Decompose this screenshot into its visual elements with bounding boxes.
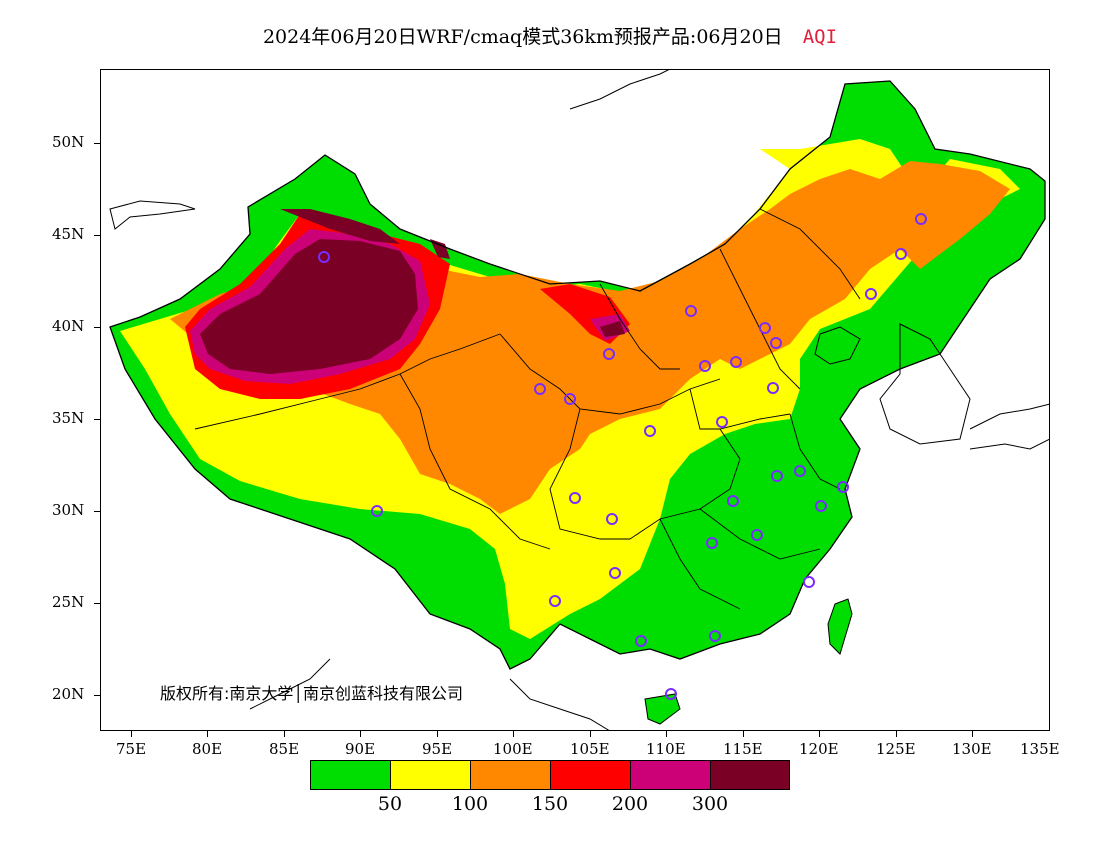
- lon-label-80e: 80E: [192, 740, 223, 758]
- station-marker: [865, 288, 877, 300]
- legend-label-150: 150: [531, 793, 569, 815]
- station-marker: [371, 505, 383, 517]
- lat-label-25n: 25N: [52, 593, 85, 611]
- map-title: 2024年06月20日WRF/cmaq模式36km预报产品:06月20日 AQI: [0, 22, 1100, 49]
- station-marker: [534, 383, 546, 395]
- lon-label-90e: 90E: [345, 740, 376, 758]
- legend-swatch-green: [310, 760, 391, 790]
- station-marker: [815, 500, 827, 512]
- station-marker: [709, 630, 721, 642]
- station-marker: [699, 360, 711, 372]
- station-marker: [730, 356, 742, 368]
- china-border: [109, 80, 1046, 670]
- station-marker: [751, 529, 763, 541]
- legend-label-50: 50: [377, 793, 403, 815]
- lon-label-100e: 100E: [493, 740, 533, 758]
- lon-label-85e: 85E: [269, 740, 300, 758]
- station-marker: [665, 688, 677, 700]
- lon-label-120e: 120E: [799, 740, 839, 758]
- taiwan-island: [827, 598, 853, 655]
- station-marker: [759, 322, 771, 334]
- legend-swatch-red: [550, 760, 631, 790]
- province-borders: [194, 208, 861, 610]
- station-marker: [895, 248, 907, 260]
- coastline-bohai: [814, 326, 861, 365]
- station-marker: [318, 251, 330, 263]
- lon-label-115e: 115E: [723, 740, 763, 758]
- station-marker: [549, 595, 561, 607]
- legend-swatch-yellow: [390, 760, 471, 790]
- lat-label-20n: 20N: [52, 685, 85, 703]
- map-area: [100, 69, 1050, 731]
- coastline-japan: [969, 403, 1050, 450]
- coastline-lake: [109, 200, 196, 230]
- station-marker: [770, 337, 782, 349]
- station-marker: [706, 537, 718, 549]
- station-marker: [794, 465, 806, 477]
- lon-label-125e: 125E: [876, 740, 916, 758]
- lon-label-105e: 105E: [570, 740, 610, 758]
- lon-label-110e: 110E: [646, 740, 686, 758]
- coastline-southeast-asia: [249, 658, 611, 731]
- station-marker: [837, 481, 849, 493]
- station-marker: [915, 213, 927, 225]
- aqi-map: [100, 69, 1050, 731]
- legend-swatch-magenta: [630, 760, 711, 790]
- lat-label-50n: 50N: [52, 133, 85, 151]
- station-marker: [685, 305, 697, 317]
- legend-swatch-maroon: [710, 760, 790, 790]
- legend-label-300: 300: [691, 793, 729, 815]
- color-legend: 50 100 150 200 300: [310, 760, 790, 815]
- station-markers: [318, 213, 927, 700]
- title-main: 2024年06月20日WRF/cmaq模式36km预报产品:06月20日: [262, 26, 783, 48]
- title-variable: AQI: [802, 26, 838, 48]
- station-marker: [606, 513, 618, 525]
- station-marker: [767, 382, 779, 394]
- region-maroon: [200, 209, 625, 374]
- lat-label-40n: 40N: [52, 317, 85, 335]
- lat-label-30n: 30N: [52, 501, 85, 519]
- region-orange: [170, 161, 1010, 514]
- station-marker: [564, 393, 576, 405]
- station-marker: [727, 495, 739, 507]
- station-marker: [644, 425, 656, 437]
- legend-label-100: 100: [451, 793, 489, 815]
- station-marker: [635, 635, 647, 647]
- station-marker: [569, 492, 581, 504]
- legend-swatch-orange: [470, 760, 551, 790]
- station-marker: [803, 576, 815, 588]
- lon-label-130e: 130E: [952, 740, 992, 758]
- lat-label-45n: 45N: [52, 225, 85, 243]
- lon-label-95e: 95E: [422, 740, 453, 758]
- lon-label-75e: 75E: [116, 740, 147, 758]
- copyright-text: 版权所有:南京大学│南京创蓝科技有限公司: [160, 684, 464, 703]
- station-marker: [716, 416, 728, 428]
- lat-label-35n: 35N: [52, 409, 85, 427]
- hainan-island: [644, 693, 681, 725]
- station-marker: [771, 470, 783, 482]
- legend-label-200: 200: [611, 793, 649, 815]
- lon-label-135e: 135E: [1020, 740, 1060, 758]
- station-marker: [603, 348, 615, 360]
- coastline-north: [569, 69, 671, 110]
- station-marker: [609, 567, 621, 579]
